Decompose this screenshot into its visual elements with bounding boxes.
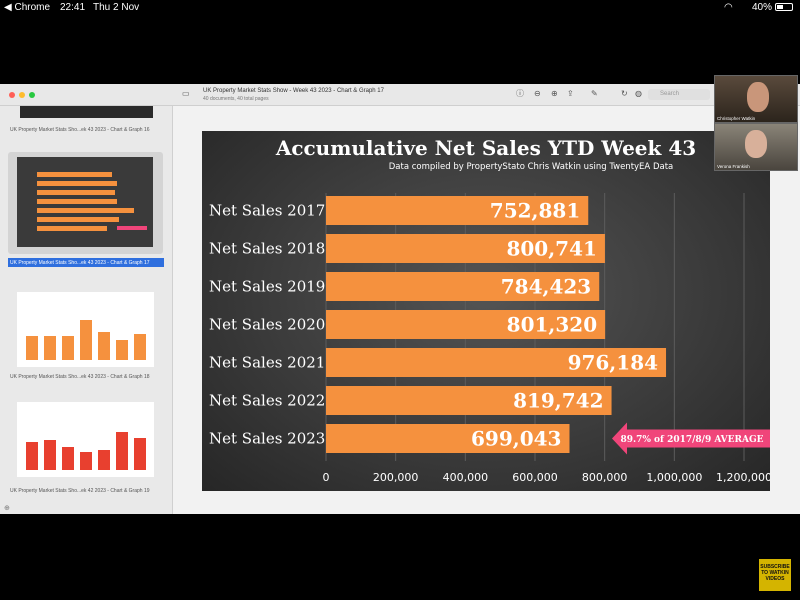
- bar: [326, 386, 612, 415]
- participant-video-1[interactable]: Christopher Watkin: [714, 75, 798, 123]
- bar: [326, 310, 606, 339]
- date: Thu 2 Nov: [93, 2, 140, 13]
- participant-face: [745, 130, 767, 158]
- annotation-arrow: [612, 422, 770, 455]
- bar: [326, 272, 600, 301]
- category-label: Net Sales 2019: [209, 278, 325, 296]
- category-label: Net Sales 2017: [209, 202, 325, 220]
- x-tick-label: 800,000: [582, 471, 628, 484]
- bar: [326, 348, 667, 377]
- thumbnail-sidebar: UK Property Market Stats Sho...ek 43 202…: [0, 106, 173, 514]
- zoom-window-button[interactable]: [29, 92, 35, 98]
- category-label: Net Sales 2022: [209, 392, 325, 410]
- data-label: 752,881: [490, 199, 580, 223]
- category-label: Net Sales 2018: [209, 240, 325, 258]
- data-label: 800,741: [506, 237, 596, 261]
- thumbnail-18[interactable]: [17, 292, 154, 367]
- window-title: UK Property Market Stats Show - Week 43 …: [203, 88, 384, 94]
- sidebar-toggle-icon[interactable]: ▭: [182, 89, 190, 98]
- x-tick-label: 400,000: [443, 471, 489, 484]
- bar-chart: 0 200,000 400,000 600,000 800,000 1,000,000 1,…: [209, 193, 770, 484]
- data-label: 976,184: [568, 351, 659, 375]
- zoom-in-icon[interactable]: ⊕: [551, 89, 558, 98]
- thumbnail-17[interactable]: [17, 157, 153, 247]
- category-label: Net Sales 2021: [209, 354, 325, 372]
- clock: 22:41: [60, 2, 86, 13]
- close-window-button[interactable]: [9, 92, 15, 98]
- slide: 0 200,000 400,000 600,000 800,000 1,000,000 1,…: [202, 131, 770, 491]
- back-to-app-link[interactable]: ◀ Chrome: [4, 2, 51, 13]
- participant-name: Christopher Watkin: [717, 116, 756, 121]
- add-page-icon[interactable]: ⊕: [4, 505, 10, 512]
- search-input[interactable]: Search: [648, 89, 710, 100]
- subscribe-badge[interactable]: SUBSCRIBE TO WATKIN VIDEOS: [759, 559, 791, 591]
- x-tick-label: 200,000: [373, 471, 419, 484]
- x-tick-label: 600,000: [512, 471, 558, 484]
- x-tick-label: 1,000,000: [646, 471, 702, 484]
- participant-face: [747, 82, 769, 112]
- selected-label-highlight: [8, 258, 164, 267]
- thumbnail-label: UK Property Market Stats Sho...ek 43 202…: [10, 127, 150, 133]
- bar: [326, 424, 570, 453]
- bar: [326, 196, 589, 225]
- minimize-window-button[interactable]: [19, 92, 25, 98]
- status-bar: ◀ Chrome 22:41 Thu 2 Nov ◠ 40%: [0, 0, 800, 16]
- bar: [326, 234, 605, 263]
- chart-subtitle: Data compiled by PropertyStato Chris Wat…: [388, 162, 674, 172]
- zoom-out-icon[interactable]: ⊖: [534, 89, 541, 98]
- participant-name: Verona Frankish: [717, 164, 750, 169]
- thumbnail-label: UK Property Market Stats Sho...ek 43 202…: [10, 374, 150, 380]
- title-bar: ▭ UK Property Market Stats Show - Week 4…: [0, 84, 800, 106]
- battery-percent: 40%: [752, 2, 773, 13]
- thumbnail-16[interactable]: [20, 106, 153, 118]
- wifi-icon: ◠: [724, 2, 733, 13]
- data-label: 819,742: [513, 389, 603, 413]
- rotate-icon[interactable]: ↻: [621, 89, 628, 98]
- thumbnail-label: UK Property Market Stats Sho...ek 43 202…: [10, 260, 150, 266]
- info-icon[interactable]: ⓘ: [516, 89, 524, 98]
- markup-icon[interactable]: ◍: [635, 89, 642, 98]
- x-tick-label: 1,200,000: [716, 471, 770, 484]
- x-tick-label: 0: [323, 471, 330, 484]
- data-label: 784,423: [501, 275, 591, 299]
- markup-pen-icon[interactable]: ✎: [591, 89, 598, 98]
- category-label: Net Sales 2020: [209, 316, 325, 334]
- thumbnail-19[interactable]: [17, 402, 154, 477]
- annotation-label: 89.7% of 2017/8/9 AVERAGE: [620, 435, 763, 445]
- battery-icon: [775, 3, 793, 11]
- participant-video-2[interactable]: Verona Frankish: [714, 123, 798, 171]
- chart-title: Accumulative Net Sales YTD Week 43: [275, 136, 697, 160]
- window-subtitle: 40 documents, 40 total pages: [203, 96, 269, 102]
- share-icon[interactable]: ⇪: [567, 89, 574, 98]
- data-label: 699,043: [471, 427, 561, 451]
- thumbnail-label: UK Property Market Stats Sho...ek 42 202…: [10, 488, 150, 494]
- category-label: Net Sales 2023: [209, 430, 325, 448]
- data-label: 801,320: [507, 313, 597, 337]
